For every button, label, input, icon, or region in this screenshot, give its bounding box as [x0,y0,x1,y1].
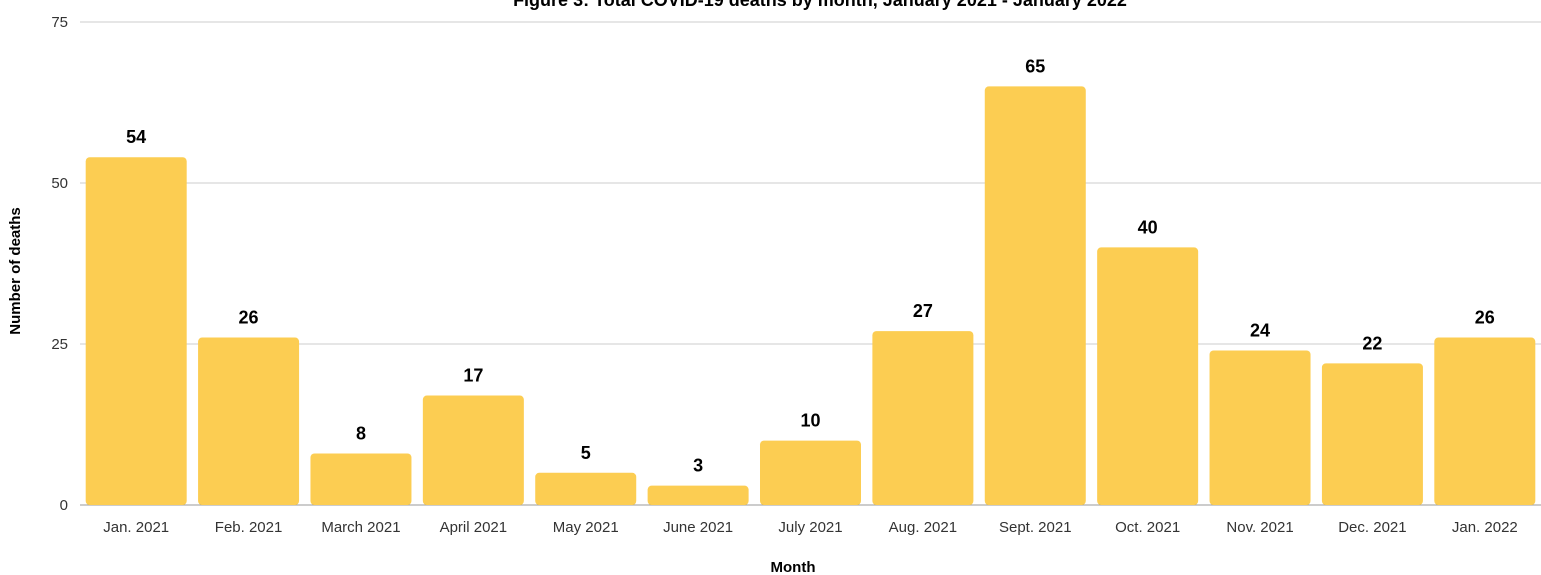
y-tick-label: 50 [51,175,68,192]
chart-title: Figure 3: Total COVID-19 deaths by month… [513,0,1127,10]
x-tick-label: June 2021 [663,519,733,536]
y-tick-label: 0 [60,497,68,514]
bar [872,331,974,505]
x-tick-label: July 2021 [778,519,842,536]
x-tick-label: April 2021 [440,519,508,536]
bar [1434,337,1536,505]
bar [1209,350,1311,505]
x-tick-label: Jan. 2021 [103,519,169,536]
bar [310,453,412,505]
y-axis-ticks: 0 25 50 75 [51,14,68,514]
bar [647,485,749,505]
bar [198,337,300,505]
data-label: 54 [126,127,146,147]
bar [1097,247,1199,505]
x-tick-label: May 2021 [553,519,619,536]
data-label: 40 [1138,217,1158,237]
x-tick-label: Sept. 2021 [999,519,1072,536]
bar [85,157,187,506]
x-axis-title: Month [771,559,816,575]
y-axis-title: Number of deaths [7,207,24,335]
bar [422,395,524,505]
x-axis-categories: Jan. 2021 Feb. 2021 March 2021 April 2021 Ma… [103,519,1518,536]
data-label: 8 [356,423,366,443]
data-label: 22 [1362,333,1382,353]
data-label: 24 [1250,320,1270,340]
x-tick-label: Dec. 2021 [1338,519,1406,536]
data-label: 10 [800,411,820,431]
x-tick-label: Feb. 2021 [215,519,283,536]
bar [535,472,637,505]
data-labels: 54 26 8 17 5 3 10 27 65 40 24 22 26 [126,56,1495,475]
data-label: 5 [581,443,591,463]
data-label: 27 [913,301,933,321]
x-tick-label: Aug. 2021 [889,519,957,536]
bars [85,86,1536,506]
bar [760,440,861,505]
data-label: 3 [693,456,703,476]
data-label: 17 [463,366,483,386]
x-tick-label: Jan. 2022 [1452,519,1518,536]
y-tick-label: 75 [51,14,68,31]
data-label: 26 [239,308,259,328]
x-tick-label: Nov. 2021 [1226,519,1293,536]
data-label: 26 [1475,308,1495,328]
bar [1321,363,1423,505]
x-tick-label: Oct. 2021 [1115,519,1180,536]
bar [984,86,1086,506]
gridlines [80,21,1541,506]
y-tick-label: 25 [51,336,68,353]
x-tick-label: March 2021 [321,519,400,536]
data-label: 65 [1025,56,1045,76]
